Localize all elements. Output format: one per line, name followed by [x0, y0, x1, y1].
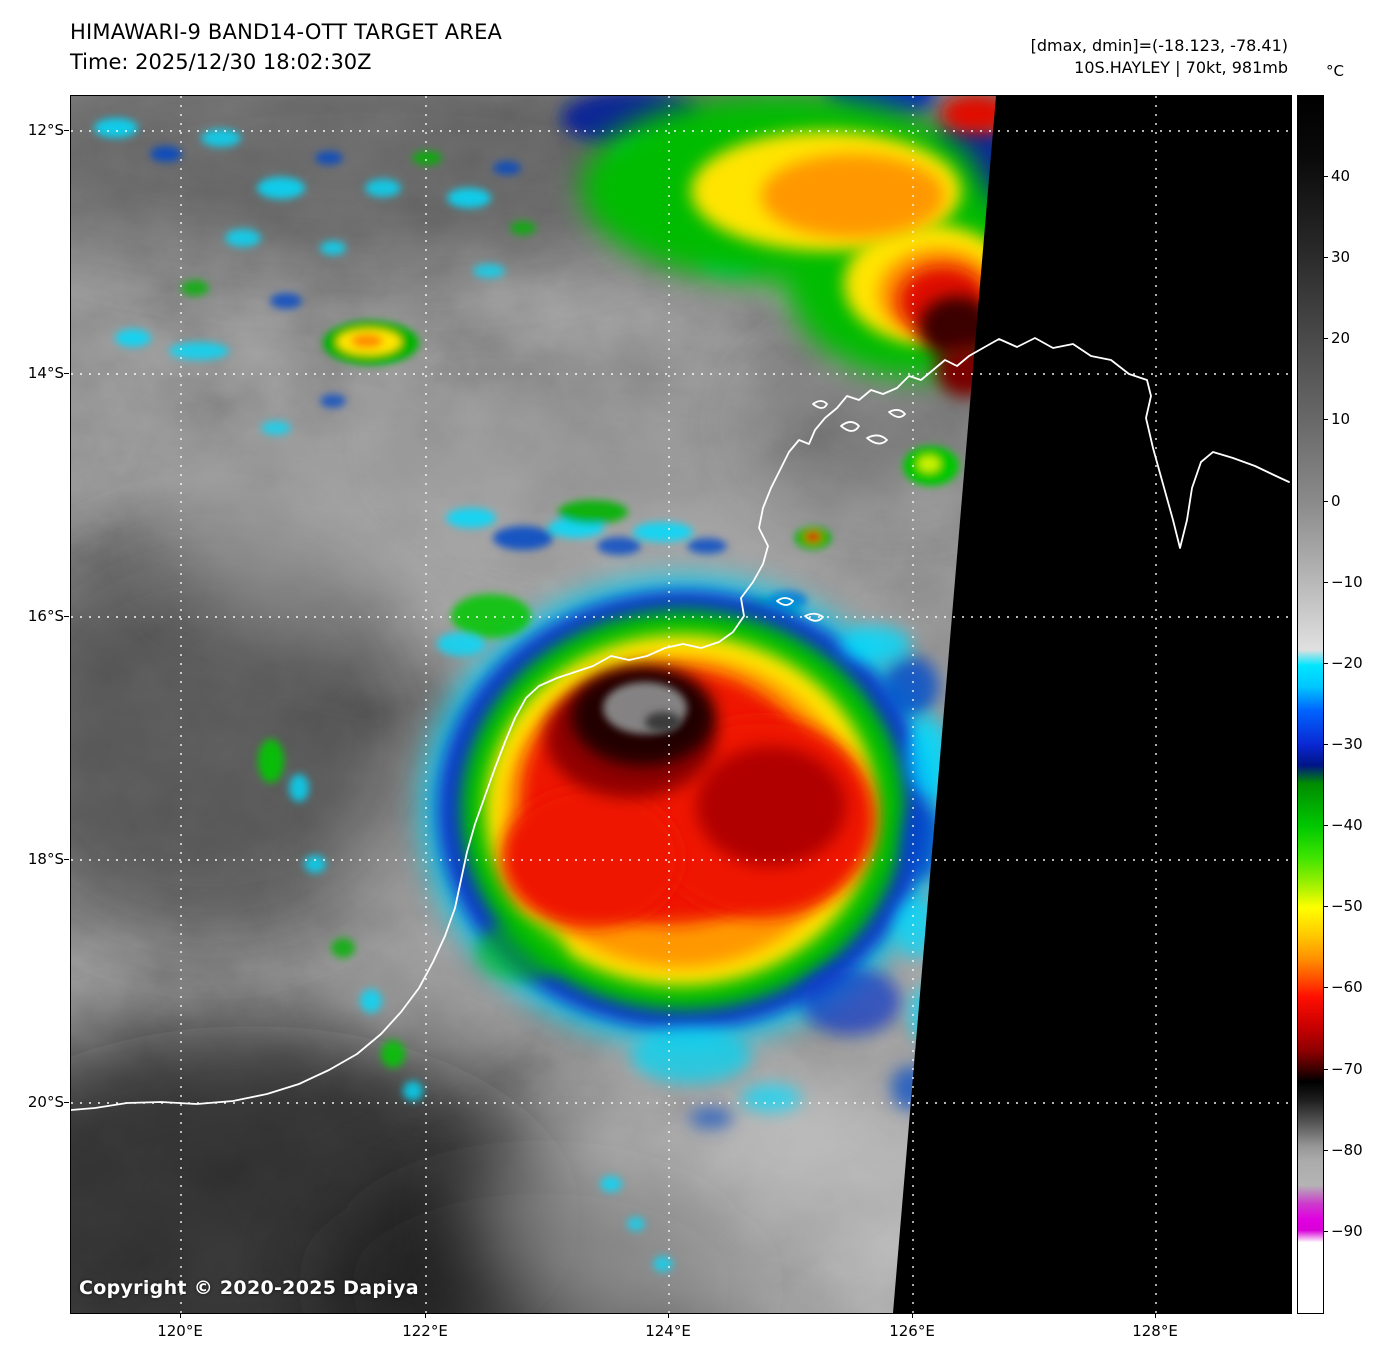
- lon-tick: [912, 1313, 913, 1318]
- colorbar-tick: −20: [1323, 654, 1363, 672]
- no-data-region: [893, 96, 1291, 1313]
- lon-tick: [180, 1313, 181, 1318]
- lat-tick: [64, 130, 69, 131]
- lat-label-20s: 20°S: [27, 1093, 64, 1111]
- colorbar-tick: 30: [1322, 248, 1351, 266]
- lon-label-128e: 128°E: [1132, 1322, 1178, 1340]
- colorbar-tick: −10: [1323, 573, 1363, 591]
- small-convective-cell: [323, 321, 419, 365]
- lat-label-12s: 12°S: [27, 121, 64, 139]
- colorbar-tick: −40: [1323, 816, 1363, 834]
- lon-label-124e: 124°E: [645, 1322, 691, 1340]
- lat-label-18s: 18°S: [27, 850, 64, 868]
- colorbar-tick: −80: [1323, 1141, 1363, 1159]
- dmax-dmin-label: [dmax, dmin]=(-18.123, -78.41): [1030, 36, 1288, 55]
- colorbar-tick: −70: [1323, 1060, 1363, 1078]
- satellite-image: [71, 96, 1291, 1313]
- colorbar-tick: 40: [1322, 167, 1351, 185]
- lat-tick: [64, 373, 69, 374]
- lon-tick: [1155, 1313, 1156, 1318]
- scattered-cold-cloud-speckles: [94, 118, 536, 435]
- lon-tick: [668, 1313, 669, 1318]
- satellite-map: Copyright © 2020-2025 Dapiya: [70, 95, 1292, 1314]
- lon-label-120e: 120°E: [157, 1322, 203, 1340]
- lat-tick: [64, 616, 69, 617]
- colorbar-tick: 10: [1322, 410, 1351, 428]
- lat-label-16s: 16°S: [27, 607, 64, 625]
- temperature-colorbar: [1297, 95, 1324, 1314]
- lon-label-126e: 126°E: [889, 1322, 935, 1340]
- page-title: HIMAWARI-9 BAND14-OTT TARGET AREA: [70, 20, 503, 44]
- colorbar-tick: −60: [1323, 978, 1363, 996]
- lat-label-14s: 14°S: [27, 364, 64, 382]
- lat-tick: [64, 1102, 69, 1103]
- colorbar-tick: −50: [1323, 897, 1363, 915]
- coastline: [71, 337, 1290, 1111]
- colorbar-tick: −30: [1323, 735, 1363, 753]
- colorbar-tick: −90: [1323, 1222, 1363, 1240]
- lat-tick: [64, 859, 69, 860]
- lon-label-122e: 122°E: [402, 1322, 448, 1340]
- colorbar-tick: 20: [1322, 329, 1351, 347]
- time-label: Time: 2025/12/30 18:02:30Z: [70, 50, 372, 74]
- colorbar-unit-label: °C: [1326, 62, 1344, 80]
- southern-cold-speckles: [258, 739, 673, 1272]
- cyclone-cold-cloud-shield: [421, 575, 945, 1084]
- copyright-label: Copyright © 2020-2025 Dapiya: [79, 1277, 419, 1299]
- colorbar-tick: 0: [1323, 492, 1341, 510]
- lon-tick: [425, 1313, 426, 1318]
- storm-info-label: 10S.HAYLEY | 70kt, 981mb: [1074, 58, 1288, 77]
